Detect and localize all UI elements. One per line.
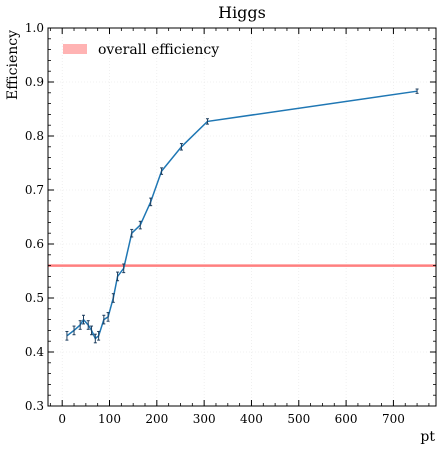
y-tick-label: 0.7 (25, 183, 44, 197)
data-point (72, 325, 76, 336)
data-point (93, 333, 97, 344)
data-point (97, 330, 101, 341)
data-point (130, 228, 134, 238)
x-tick-label: 300 (193, 412, 216, 426)
data-point (78, 320, 82, 330)
y-tick-label: 0.4 (25, 345, 44, 359)
y-tick-label: 1.0 (25, 21, 44, 35)
data-point (90, 325, 94, 336)
legend: overall efficiency (63, 42, 219, 58)
y-tick-label: 0.9 (25, 75, 44, 89)
data-point (122, 263, 126, 274)
legend-swatch-overall-efficiency (63, 44, 87, 54)
data-point (102, 314, 106, 325)
x-tick-label: 700 (382, 412, 405, 426)
data-point (138, 220, 142, 230)
grid-lines (48, 27, 436, 407)
data-point (81, 314, 85, 325)
plot-frame (47, 27, 437, 407)
y-tick-label: 0.3 (25, 399, 44, 413)
x-axis-label: pt (420, 429, 435, 445)
x-tick-label: 200 (145, 412, 168, 426)
x-tick-label: 500 (287, 412, 310, 426)
x-tick-label: 400 (240, 412, 263, 426)
data-point (65, 330, 69, 341)
y-axis-label: Efficiency (5, 30, 21, 100)
x-tick-label: 600 (335, 412, 358, 426)
data-point (149, 197, 153, 207)
data-point (86, 320, 90, 330)
data-point (415, 88, 419, 94)
x-tick-label: 100 (98, 412, 121, 426)
data-point (106, 312, 110, 322)
data-point (111, 293, 115, 303)
series-line (66, 90, 418, 340)
y-tick-label: 0.6 (25, 237, 44, 251)
y-tick-label: 0.8 (25, 129, 44, 143)
x-tick-label: 0 (58, 412, 66, 426)
axes: 0 100 200 300 400 500 600 700 0.3 0.4 0.5 0.6 0.7 0.8… (25, 21, 437, 426)
chart-title: Higgs (218, 3, 266, 22)
data-point (116, 271, 120, 282)
y-tick-label: 0.5 (25, 291, 44, 305)
data-point (205, 118, 209, 125)
data-point (160, 167, 164, 175)
legend-label-overall-efficiency: overall efficiency (98, 42, 219, 58)
data-point (179, 143, 183, 151)
series-layer (65, 88, 419, 344)
